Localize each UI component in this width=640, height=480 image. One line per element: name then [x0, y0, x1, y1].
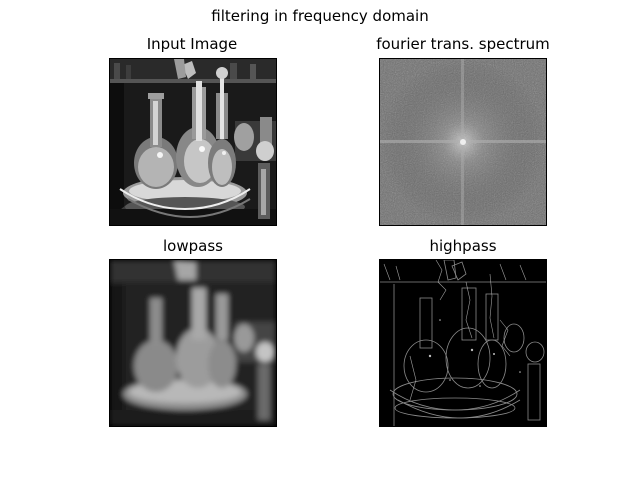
panel-title-lowpass: lowpass: [163, 237, 223, 255]
lowpass-image: [110, 260, 276, 426]
highpass-image: [380, 260, 546, 426]
panel-title-input-image: Input Image: [146, 35, 238, 53]
input-image: [110, 59, 276, 225]
figure-title: filtering in frequency domain: [211, 7, 429, 25]
spectrum-image: [380, 59, 546, 225]
input-image-axes: [109, 58, 277, 226]
lowpass-axes: [109, 259, 277, 427]
highpass-axes: [379, 259, 547, 427]
spectrum-axes: [379, 58, 547, 226]
panel-title-spectrum: fourier trans. spectrum: [376, 35, 550, 53]
panel-title-highpass: highpass: [429, 237, 497, 255]
